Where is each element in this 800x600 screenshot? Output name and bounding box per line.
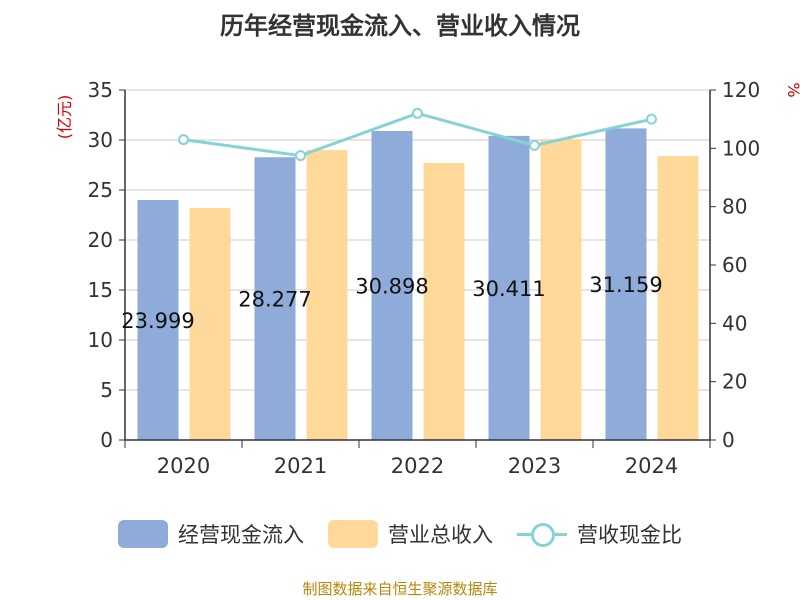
- bar-cash-inflow: [254, 157, 296, 441]
- bar-cash-inflow: [488, 135, 530, 440]
- data-labels: 23.999 28.277 30.898 30.411 31.159: [121, 273, 662, 333]
- right-tick-label: 100: [722, 136, 760, 160]
- ratio-point: [178, 134, 189, 146]
- bar-revenue: [423, 163, 465, 440]
- left-tick-label: 20: [88, 228, 113, 252]
- source-note: 制图数据来自恒生聚源数据库: [302, 580, 498, 598]
- chart-title: 历年经营现金流入、营业收入情况: [220, 12, 580, 40]
- left-tick-label: 5: [100, 378, 113, 402]
- legend-swatch-cash-inflow: [118, 520, 168, 548]
- x-tick-label: 2021: [274, 454, 327, 478]
- left-tick-label: 10: [88, 328, 113, 352]
- left-axis-unit: (亿元): [55, 95, 74, 140]
- x-tick-label: 2020: [157, 454, 210, 478]
- right-tick-label: 60: [722, 253, 747, 277]
- data-label-cash-inflow: 30.411: [472, 277, 545, 301]
- legend-swatch-revenue: [328, 520, 378, 548]
- x-tick-label: 2024: [625, 454, 678, 478]
- left-tick-label: 15: [88, 278, 113, 302]
- right-axis-unit: %: [784, 82, 800, 97]
- data-label-cash-inflow: 28.277: [238, 288, 311, 312]
- left-tick-label: 0: [100, 428, 113, 452]
- right-tick-label: 120: [722, 78, 760, 102]
- legend-item-revenue[interactable]: 营业总收入: [328, 519, 493, 549]
- legend-label-cash-inflow: 经营现金流入: [178, 523, 304, 547]
- bar-cash-inflow: [371, 131, 413, 440]
- bars: [137, 128, 699, 441]
- ratio-point: [412, 107, 423, 119]
- legend-item-cash-inflow[interactable]: 经营现金流入: [118, 519, 304, 549]
- right-tick-label: 40: [722, 311, 747, 335]
- data-label-cash-inflow: 23.999: [121, 309, 194, 333]
- right-tick-label: 80: [722, 195, 747, 219]
- bar-cash-inflow: [137, 200, 179, 440]
- legend-swatch-ratio: [517, 520, 567, 548]
- data-label-cash-inflow: 30.898: [355, 275, 428, 299]
- bar-revenue: [306, 150, 348, 440]
- legend-label-ratio: 营收现金比: [577, 523, 682, 547]
- bar-revenue: [657, 156, 699, 440]
- left-tick-label: 25: [88, 178, 113, 202]
- ratio-point: [529, 139, 540, 151]
- ratio-point: [646, 113, 657, 125]
- left-tick-label: 30: [88, 128, 113, 152]
- bar-cash-inflow: [605, 128, 647, 440]
- legend-item-ratio[interactable]: 营收现金比: [517, 519, 682, 549]
- axes: 0 5 10 15 20 25 30 35 0 20 40 60 80 100 120 (亿元)% 2020 20…: [55, 78, 800, 478]
- legend-label-revenue: 营业总收入: [388, 523, 493, 547]
- bar-revenue: [189, 208, 231, 440]
- right-tick-label: 0: [722, 428, 735, 452]
- x-tick-label: 2022: [391, 454, 444, 478]
- left-tick-label: 35: [88, 78, 113, 102]
- right-tick-label: 20: [722, 370, 747, 394]
- legend: 经营现金流入 营业总收入 营收现金比: [0, 512, 800, 556]
- ratio-point: [295, 150, 306, 162]
- data-label-cash-inflow: 31.159: [589, 273, 662, 297]
- ratio-line: [178, 107, 657, 162]
- x-tick-label: 2023: [508, 454, 561, 478]
- bar-revenue: [540, 139, 582, 440]
